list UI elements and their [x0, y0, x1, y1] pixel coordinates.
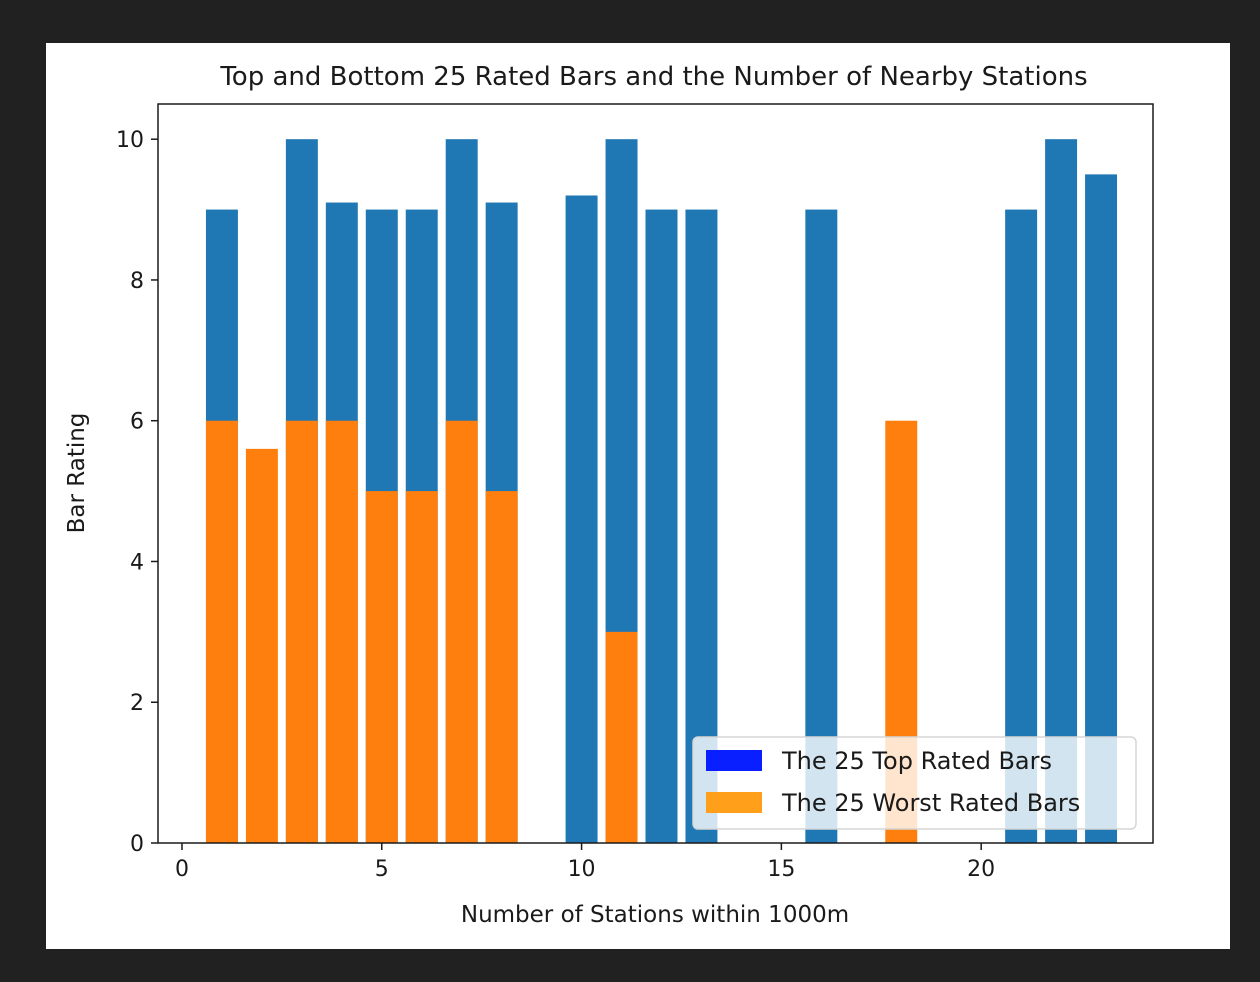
x-tick-label: 5 [375, 857, 389, 882]
worst-rated-bar-2 [245, 448, 278, 843]
worst-rated-bar-1 [205, 420, 238, 843]
worst-rated-bar-6 [405, 491, 438, 843]
top-rated-bar-10 [565, 195, 598, 843]
y-tick-label: 0 [130, 832, 144, 857]
top-rated-bar-23 [1085, 174, 1118, 843]
x-axis-label: Number of Stations within 1000m [461, 902, 849, 928]
worst-rated-bar-3 [285, 420, 318, 843]
y-tick-label: 8 [130, 269, 144, 294]
worst-rated-bar-11 [605, 631, 638, 843]
x-tick-label: 20 [967, 857, 995, 882]
x-tick-label: 15 [767, 857, 795, 882]
worst-rated-bar-5 [365, 491, 398, 843]
ticks-layer: 0 5 10 15 20 0 2 4 6 8 10 [116, 128, 995, 882]
legend: The 25 Top Rated Bars The 25 Worst Rated… [692, 736, 1137, 830]
legend-box [692, 736, 1137, 830]
legend-label-top: The 25 Top Rated Bars [781, 747, 1052, 775]
y-tick-label: 4 [130, 550, 144, 575]
worst-rated-bar-4 [325, 420, 358, 843]
top-rated-bar-12 [645, 209, 678, 844]
legend-swatch-worst [706, 792, 762, 813]
chart-title: Top and Bottom 25 Rated Bars and the Num… [219, 62, 1087, 92]
y-tick-label: 6 [130, 410, 144, 435]
x-tick-label: 0 [175, 857, 189, 882]
y-tick-label: 10 [116, 128, 144, 153]
bar-chart: Top and Bottom 25 Rated Bars and the Num… [64, 62, 1154, 928]
plot-frame [157, 103, 1154, 844]
y-tick-label: 2 [130, 691, 144, 716]
y-axis-label: Bar Rating [64, 413, 90, 534]
worst-rated-bar-7 [445, 420, 478, 843]
top-rated-bar-22 [1045, 139, 1078, 843]
chart-figure: Top and Bottom 25 Rated Bars and the Num… [46, 43, 1230, 949]
worst-rated-bar-8 [485, 491, 518, 843]
x-tick-label: 10 [568, 857, 596, 882]
legend-label-worst: The 25 Worst Rated Bars [781, 789, 1080, 817]
legend-swatch-top [706, 750, 762, 771]
